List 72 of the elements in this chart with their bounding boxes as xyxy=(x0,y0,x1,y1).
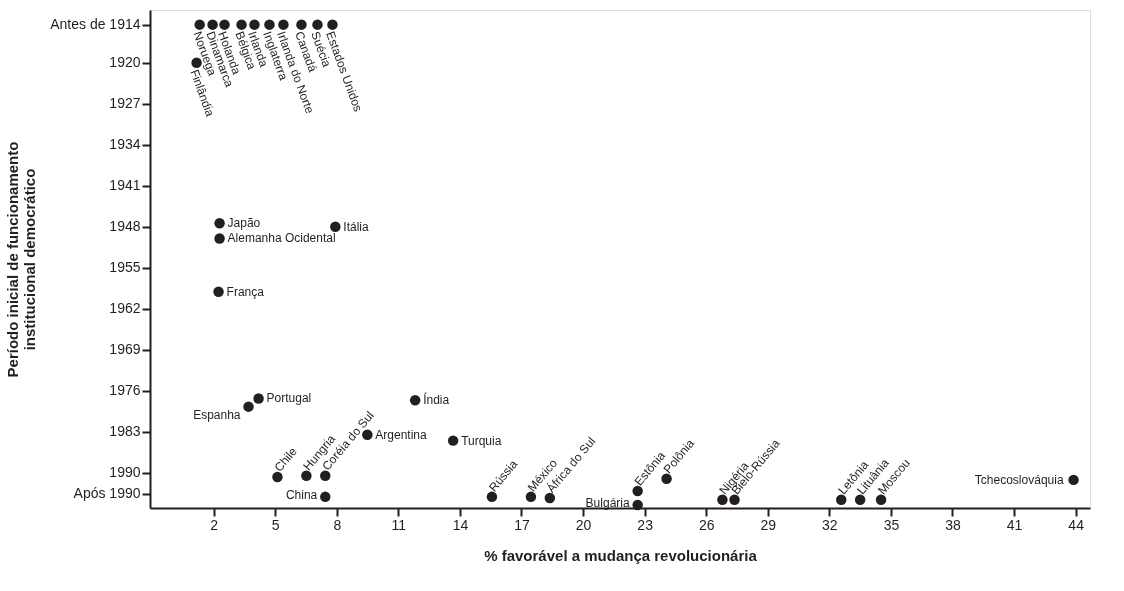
annotation: Espanha xyxy=(193,407,241,422)
point xyxy=(214,233,225,244)
y-tick-label: 1990 xyxy=(109,464,141,481)
point xyxy=(194,19,205,30)
x-tick-label: 2 xyxy=(210,516,219,533)
x-tick-label: 20 xyxy=(575,516,592,533)
x-tick-label: 44 xyxy=(1068,516,1085,533)
annotation: China xyxy=(285,487,318,502)
x-tick-label: 29 xyxy=(760,516,777,533)
y-tick-label: Após 1990 xyxy=(73,485,141,502)
annotation: Portugal xyxy=(266,391,312,406)
point xyxy=(296,19,307,30)
y-tick-label: 1969 xyxy=(109,341,141,358)
point xyxy=(243,401,254,412)
annotation: Alemanha Ocidental xyxy=(227,231,336,246)
y-tick-label: 1948 xyxy=(109,218,141,235)
annotation: Argentina xyxy=(375,427,428,442)
point xyxy=(264,19,275,30)
y-tick-label: 1976 xyxy=(109,382,141,399)
point xyxy=(632,485,643,497)
point xyxy=(327,19,338,30)
point xyxy=(278,19,289,30)
x-tick-label: 11 xyxy=(391,516,407,533)
point xyxy=(207,19,218,30)
point xyxy=(312,19,323,30)
x-tick-label: 26 xyxy=(698,516,715,533)
x-tick-label: 17 xyxy=(514,516,530,533)
point xyxy=(717,494,728,506)
x-tick-label: 14 xyxy=(452,516,469,533)
x-tick-label: 23 xyxy=(637,516,654,533)
point xyxy=(362,429,373,440)
x-tick-label: 8 xyxy=(333,516,342,533)
y-tick-label: Antes de 1914 xyxy=(50,16,141,33)
x-axis-title: % favorável a mudança revolucionária xyxy=(484,546,758,564)
y-tick-label: 1941 xyxy=(109,177,141,194)
point xyxy=(409,394,421,406)
annotation: França xyxy=(226,284,265,299)
annotation: Itália xyxy=(343,219,370,234)
x-tick-label: 38 xyxy=(945,516,961,533)
annotation: Índia xyxy=(423,392,450,408)
point xyxy=(236,19,247,30)
y-axis-title: Período inicial de funcionamento institucional democrático xyxy=(4,141,39,378)
x-tick-label: 5 xyxy=(271,516,280,533)
x-tick-label: 35 xyxy=(883,516,900,533)
point xyxy=(219,19,230,30)
y-tick-label: 1962 xyxy=(109,300,141,317)
point xyxy=(214,218,225,229)
point xyxy=(253,393,264,404)
point xyxy=(320,470,331,482)
point xyxy=(486,491,498,503)
y-tick-label: 1934 xyxy=(109,136,141,153)
point xyxy=(249,19,260,30)
annotation: Tchecoslováquia xyxy=(974,472,1064,487)
y-tick-label: 1920 xyxy=(109,54,141,71)
point xyxy=(330,221,341,233)
point xyxy=(632,499,643,511)
point xyxy=(301,470,312,482)
x-tick-label: 32 xyxy=(822,516,838,533)
point xyxy=(447,435,459,446)
annotation: Japão xyxy=(227,216,261,231)
point xyxy=(213,286,224,298)
x-tick-label: 41 xyxy=(1006,516,1023,533)
annotation: Turquia xyxy=(461,433,502,448)
point xyxy=(272,471,283,483)
y-tick-label: 1983 xyxy=(109,423,141,440)
y-tick-label: 1927 xyxy=(109,95,141,112)
point xyxy=(836,494,847,506)
y-tick-label: 1955 xyxy=(109,259,141,276)
annotation: Bulgária xyxy=(585,496,630,511)
point xyxy=(525,491,537,503)
point xyxy=(1068,474,1079,486)
point xyxy=(320,491,331,503)
